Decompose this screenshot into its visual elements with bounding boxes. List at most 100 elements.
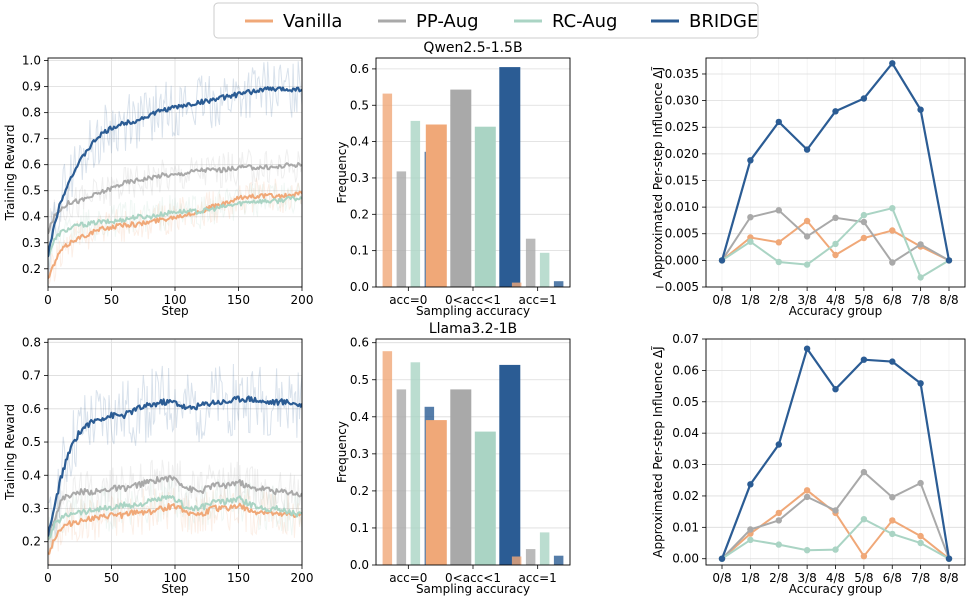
influence-qwen-xtick-label: 4/8: [826, 293, 845, 307]
freq-llama-bar-bridge-2: [553, 555, 564, 565]
influence-llama-ytick-label: 0.00: [672, 552, 699, 566]
reward-llama-frame: [47, 338, 303, 566]
reward-qwen-line-pp-aug: [48, 162, 302, 235]
influence-qwen-point-pp-aug-7: [917, 241, 924, 248]
influence-llama-point-bridge-2: [775, 441, 782, 448]
freq-qwen-bar-rc-aug-1: [474, 126, 496, 287]
influence-qwen-point-bridge-5: [860, 95, 868, 102]
freq-llama-title: Llama3.2-1B: [429, 321, 517, 337]
reward-llama-ytick-label: 0.4: [22, 468, 41, 482]
legend-frame: [213, 2, 759, 39]
influence-llama-xtick-label: 7/8: [911, 571, 930, 585]
freq-llama-xtick-label: acc=1: [519, 571, 557, 585]
influence-qwen-point-vanilla-5: [860, 234, 868, 242]
influence-qwen-xtick-label: 7/8: [911, 293, 930, 307]
influence-llama-ytick-label: 0.07: [672, 332, 699, 346]
legend-label-vanilla: Vanilla: [283, 11, 342, 32]
reward-qwen-ytick-label: 1.0: [22, 54, 41, 68]
freq-llama-xtick-label: 0<acc<1: [445, 571, 501, 585]
influence-qwen-ytick-label: 0.025: [665, 120, 699, 134]
reward-llama-ytick-label: 0.5: [22, 435, 41, 449]
influence-llama-xtick-label: 4/8: [826, 571, 845, 585]
influence-llama-point-rc-aug-2: [775, 541, 782, 548]
freq-qwen-bar-pp-aug-2: [525, 238, 536, 287]
influence-llama-xtick-label: 2/8: [769, 571, 788, 585]
influence-qwen-point-vanilla-6: [889, 227, 896, 234]
reward-qwen-xtick-label: 50: [104, 293, 119, 307]
influence-llama-point-pp-aug-3: [803, 493, 811, 501]
influence-qwen-point-rc-aug-4: [832, 240, 839, 248]
legend-label-bridge: BRIDGE: [689, 11, 758, 32]
freq-llama-bar-vanilla-0: [382, 351, 393, 565]
influence-qwen-ytick-label: 0.030: [665, 94, 699, 108]
freq-qwen-bar-vanilla-1: [425, 124, 447, 287]
freq-llama-bar-pp-aug-0: [396, 389, 407, 565]
reward-qwen-ytick-label: 0.5: [22, 184, 41, 198]
influence-llama-point-rc-aug-3: [803, 547, 811, 554]
freq-llama-bar-vanilla-2: [511, 556, 522, 565]
freq-qwen-bar-vanilla-0: [382, 93, 393, 287]
influence-qwen-ytick-label: 0.020: [665, 147, 699, 161]
influence-llama-ytick-label: 0.04: [672, 426, 699, 440]
influence-qwen-point-rc-aug-3: [803, 261, 811, 268]
freq-qwen-bar-rc-aug-0: [410, 120, 421, 288]
influence-llama-xtick-label: 0/8: [712, 571, 731, 585]
influence-llama-point-pp-aug-5: [860, 468, 868, 476]
reward-llama-xtick-label: 150: [227, 571, 250, 585]
reward-qwen-ytick-label: 0.7: [22, 132, 41, 146]
freq-qwen-bar-rc-aug-2: [539, 252, 550, 287]
influence-qwen-point-pp-aug-4: [832, 214, 839, 221]
freq-llama-bar-pp-aug-1: [450, 389, 472, 565]
reward-llama-line-vanilla: [48, 502, 302, 555]
freq-llama-bar-rc-aug-0: [410, 362, 421, 565]
freq-llama-bar-pp-aug-2: [525, 549, 536, 565]
influence-llama-point-bridge-5: [860, 356, 868, 363]
influence-llama-ytick-label: 0.06: [672, 363, 699, 377]
influence-qwen-point-bridge-3: [803, 146, 811, 153]
freq-qwen-ytick-label: 0.0: [350, 280, 369, 294]
influence-qwen-xtick-label: 0/8: [712, 293, 731, 307]
influence-llama-point-pp-aug-6: [889, 494, 896, 501]
reward-qwen-ytick-label: 0.4: [22, 210, 41, 224]
influence-llama-point-rc-aug-5: [860, 516, 868, 523]
freq-llama-xlabel: Sampling accuracy: [416, 582, 530, 596]
freq-llama-ytick-label: 0.5: [350, 373, 369, 387]
influence-qwen-xlabel: Accuracy group: [789, 304, 882, 318]
reward-qwen-ylabel: Training Reward: [3, 125, 17, 222]
influence-qwen-ytick-label: 0.015: [665, 173, 699, 187]
reward-llama-raw-pp-aug: [48, 459, 302, 556]
reward-llama-xtick-label: 200: [291, 571, 314, 585]
influence-qwen-frame: [705, 57, 966, 288]
influence-qwen-point-vanilla-4: [832, 251, 839, 259]
reward-llama-line-rc-aug: [48, 494, 302, 541]
influence-llama-point-vanilla-5: [860, 553, 868, 560]
freq-llama-ytick-label: 0.3: [350, 447, 369, 461]
influence-qwen-point-bridge-4: [832, 108, 839, 115]
freq-qwen-bar-pp-aug-1: [450, 89, 472, 287]
freq-qwen-ytick-label: 0.5: [350, 98, 369, 112]
influence-llama-ytick-label: 0.02: [672, 489, 699, 503]
influence-qwen-point-bridge-6: [889, 60, 896, 67]
influence-qwen-ytick-label: 0.005: [665, 227, 699, 241]
influence-qwen-xtick-label: 1/8: [741, 293, 760, 307]
influence-llama-point-bridge-3: [803, 345, 811, 352]
influence-qwen-point-pp-aug-5: [860, 218, 868, 226]
influence-llama-point-rc-aug-6: [889, 530, 896, 538]
influence-llama-point-bridge-6: [889, 358, 896, 365]
influence-qwen-point-bridge-2: [775, 118, 782, 126]
freq-qwen-bar-pp-aug-0: [396, 171, 407, 287]
reward-llama-xtick-label: 50: [104, 571, 119, 585]
influence-llama-xtick-label: 5/8: [854, 571, 873, 585]
reward-qwen-ytick-label: 0.6: [22, 158, 41, 172]
influence-llama-point-rc-aug-1: [747, 536, 754, 544]
influence-llama-point-bridge-4: [832, 386, 839, 393]
freq-llama-bar-rc-aug-2: [539, 532, 550, 565]
freq-qwen-bar-vanilla-2: [511, 282, 522, 287]
freq-llama-ytick-label: 0.6: [350, 336, 369, 350]
freq-qwen-bar-bridge-1: [499, 67, 521, 287]
influence-qwen-point-rc-aug-7: [917, 274, 924, 281]
freq-llama-frame: [375, 338, 571, 566]
influence-qwen-ytick-label: 0.000: [665, 253, 699, 267]
freq-llama-ytick-label: 0.0: [350, 558, 369, 572]
